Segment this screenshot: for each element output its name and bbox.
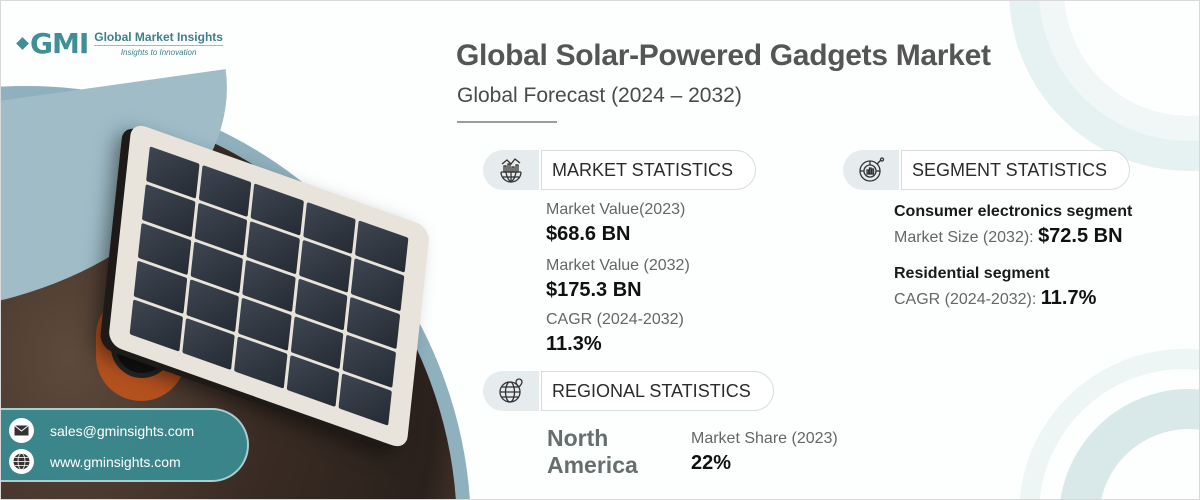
market-value-2032-label: Market Value (2032) <box>546 257 690 274</box>
brand-tagline: Insights to Innovation <box>120 48 197 57</box>
mail-icon <box>9 418 34 443</box>
logo-mark: GMI <box>16 27 89 60</box>
consumer-electronics-line: Market Size (2032): $72.5 BN <box>894 225 1123 248</box>
brand-name: Global Market Insights <box>94 30 223 46</box>
regional-statistics-heading: REGIONAL STATISTICS <box>541 371 774 411</box>
contact-website[interactable]: www.gminsights.com <box>50 453 181 470</box>
cagr-value: 11.3% <box>546 333 602 355</box>
market-value-2023-label: Market Value(2023) <box>546 201 686 218</box>
globe-icon <box>9 449 34 474</box>
residential-segment: Residential segment <box>894 265 1050 282</box>
market-value-2032: $175.3 BN <box>546 279 642 301</box>
regional-statistics-header: REGIONAL STATISTICS <box>483 371 774 411</box>
market-value-2023: $68.6 BN <box>546 223 631 245</box>
segment-statistics-header: SEGMENT STATISTICS <box>843 150 1131 190</box>
segment-donut-icon <box>843 150 899 190</box>
page-title: Global Solar-Powered Gadgets Market <box>456 39 991 72</box>
contact-email-row[interactable]: sales@gminsights.com <box>9 418 194 443</box>
consumer-electronics-label: Market Size (2032): <box>894 229 1034 246</box>
gmi-logo: GMI Global Market Insights Insights to I… <box>16 27 223 60</box>
residential-line: CAGR (2024-2032): 11.7% <box>894 287 1096 310</box>
cagr-label: CAGR (2024-2032) <box>546 311 684 328</box>
consumer-electronics-value: $72.5 BN <box>1038 225 1123 247</box>
contact-email[interactable]: sales@gminsights.com <box>50 422 195 439</box>
residential-value: 11.7% <box>1040 287 1097 309</box>
segment-statistics-heading: SEGMENT STATISTICS <box>901 150 1131 190</box>
contact-box: sales@gminsights.com www.gminsights.com <box>1 408 249 482</box>
chart-globe-icon <box>483 150 539 190</box>
page-subtitle: Global Forecast (2024 – 2032) <box>457 84 742 107</box>
contact-website-row[interactable]: www.gminsights.com <box>9 449 181 474</box>
region-name: North America <box>547 425 638 479</box>
market-share-label: Market Share (2023) <box>691 430 838 447</box>
title-divider <box>457 121 557 123</box>
logo-mark-text: GMI <box>30 27 89 60</box>
residential-label: CAGR (2024-2032): <box>894 291 1037 308</box>
region-name-line1: North <box>547 425 609 451</box>
region-name-line2: America <box>547 452 638 478</box>
market-share-value: 22% <box>691 452 732 474</box>
market-statistics-heading: MARKET STATISTICS <box>541 150 757 190</box>
market-statistics-header: MARKET STATISTICS <box>483 150 757 190</box>
globe-pin-icon <box>483 371 539 411</box>
logo-diamond-icon <box>16 37 29 50</box>
consumer-electronics-segment: Consumer electronics segment <box>894 203 1133 220</box>
